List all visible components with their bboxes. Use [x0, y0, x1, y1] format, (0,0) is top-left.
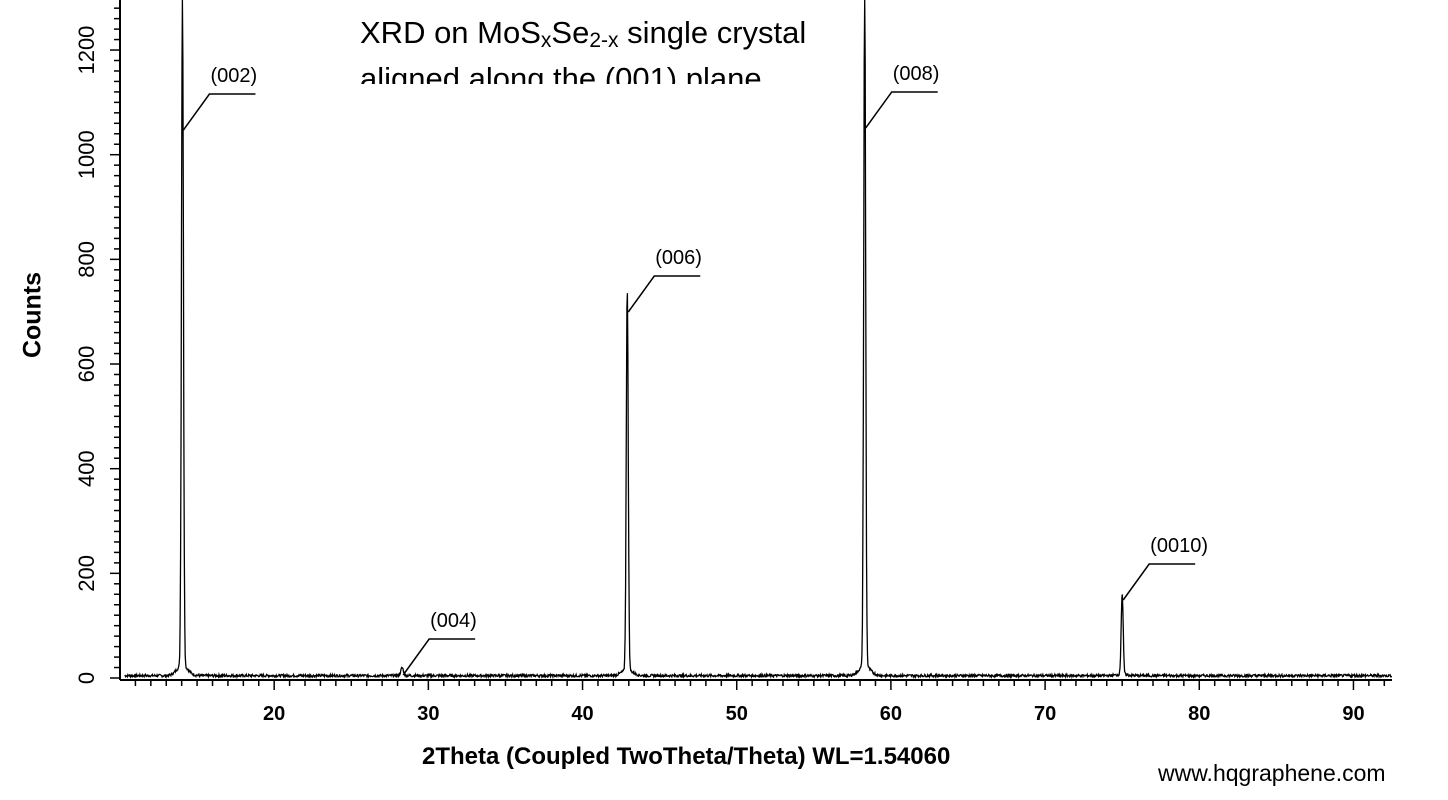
peak-annotation-leader: [865, 91, 938, 129]
chart-title-line2: aligned along the (001) plane: [360, 61, 762, 84]
y-tick-label: 1200: [74, 26, 99, 75]
y-tick-label: 1000: [74, 130, 99, 179]
peak-label: (0010): [1150, 535, 1208, 557]
y-tick-label: 200: [74, 555, 99, 592]
peak-annotation-leader: [627, 275, 701, 313]
xrd-series-line: [124, 0, 1393, 680]
x-tick-label: 30: [417, 703, 439, 725]
y-tick-label: 600: [74, 346, 99, 383]
peak-label: (008): [893, 63, 940, 85]
peak-label: (002): [210, 65, 257, 87]
y-tick-label: 0: [74, 672, 99, 684]
x-tick-label: 70: [1034, 703, 1056, 725]
x-tick-label: 90: [1342, 703, 1364, 725]
x-axis-label: 2Theta (Coupled TwoTheta/Theta) WL=1.540…: [422, 743, 951, 770]
peak-annotation-leader: [1122, 563, 1196, 601]
chart-title: XRD on MoSxSe2-x single crystal aligned …: [360, 14, 880, 84]
peak-annotation-leader: [402, 638, 476, 676]
x-tick-label: 50: [726, 703, 748, 725]
x-tick-label: 20: [263, 703, 285, 725]
watermark: www.hqgraphene.com: [1158, 760, 1386, 786]
y-axis-label: Counts: [18, 271, 47, 359]
y-tick-label: 800: [74, 241, 99, 278]
y-tick-label: 400: [74, 450, 99, 487]
peak-label: (004): [430, 610, 477, 632]
x-tick-label: 40: [571, 703, 593, 725]
x-tick-label: 60: [880, 703, 902, 725]
peak-annotation-leader: [182, 93, 256, 131]
peak-label: (006): [655, 247, 702, 269]
x-tick-label: 80: [1188, 703, 1210, 725]
